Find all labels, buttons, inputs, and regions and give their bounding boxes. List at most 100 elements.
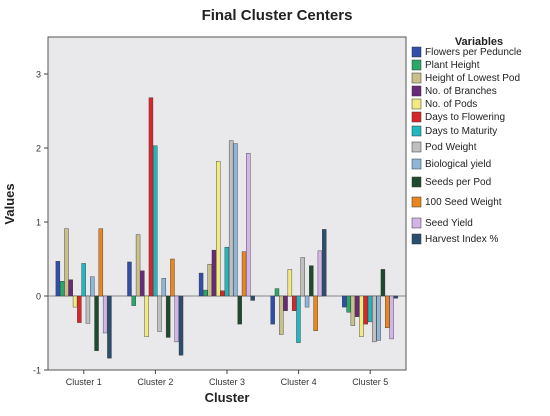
bar-flowers-per-peduncle-cluster-1: [55, 261, 61, 297]
bar-pod-weight-cluster-4: [300, 257, 305, 297]
legend-swatch-days-to-flowering: [411, 111, 422, 123]
legend-swatch-biological-yield: [411, 158, 422, 170]
bar-seeds-per-pod-cluster-2: [165, 295, 171, 338]
legend-label-no-of-branches: No. of Branches: [425, 86, 497, 97]
bar-harvest-index-cluster-5: [393, 295, 399, 299]
bar-days-to-maturity-cluster-4: [296, 295, 301, 343]
legend-swatch-harvest-index: [411, 233, 422, 245]
bar-plant-height-cluster-3: [203, 289, 208, 297]
legend-label-days-to-maturity: Days to Maturity: [425, 126, 497, 137]
legend-label-pod-weight: Pod Weight: [425, 142, 477, 153]
bar-no-of-pods-cluster-2: [144, 295, 149, 337]
bar-seed-yield-cluster-4: [317, 250, 323, 297]
bar-no-of-pods-cluster-4: [287, 269, 293, 297]
x-tick-label-cluster-1: Cluster 1: [66, 377, 102, 387]
bar-100-seed-weight-cluster-3: [241, 251, 247, 297]
y-axis: -1 0 1 2 3: [33, 70, 48, 376]
bar-plant-height-cluster-4: [274, 288, 280, 297]
bar-harvest-index-cluster-2: [178, 295, 184, 356]
legend-swatch-height-of-lowest-pod: [411, 72, 422, 84]
legend-swatch-plant-height: [411, 59, 422, 71]
y-tick-label: 0: [36, 292, 41, 302]
bar-flowers-per-peduncle-cluster-2: [127, 261, 132, 297]
legend-label-100-seed-weight: 100 Seed Weight: [425, 197, 502, 208]
legend-swatch-no-of-pods: [411, 98, 422, 110]
bar-seed-yield-cluster-2: [174, 295, 179, 343]
legend: Variables Flowers per Peduncle Plant Heig…: [411, 36, 522, 245]
bar-no-of-branches-cluster-5: [354, 295, 360, 317]
bar-no-of-branches-cluster-2: [140, 270, 145, 297]
bar-100-seed-weight-cluster-5: [385, 295, 390, 329]
y-axis-label: Values: [2, 183, 17, 224]
y-tick-label: 2: [36, 144, 41, 154]
bar-plant-height-cluster-5: [346, 295, 351, 313]
legend-label-height-of-lowest-pod: Height of Lowest Pod: [425, 73, 520, 84]
legend-swatch-no-of-branches: [411, 85, 422, 97]
bar-no-of-pods-cluster-5: [359, 295, 364, 337]
bar-seeds-per-pod-cluster-1: [94, 295, 99, 351]
bar-seeds-per-pod-cluster-4: [309, 265, 314, 297]
bar-days-to-flowering-cluster-5: [363, 295, 368, 325]
bar-no-of-branches-cluster-3: [211, 249, 217, 297]
bar-height-of-lowest-pod-cluster-2: [135, 234, 141, 297]
x-tick-label-cluster-5: Cluster 5: [352, 377, 388, 387]
bar-100-seed-weight-cluster-1: [98, 228, 104, 297]
chart-title: Final Cluster Centers: [202, 7, 353, 24]
bar-biological-yield-cluster-5: [376, 295, 381, 341]
bar-seed-yield-cluster-5: [389, 295, 394, 340]
bar-height-of-lowest-pod-cluster-3: [207, 263, 212, 297]
bar-harvest-index-cluster-3: [250, 295, 255, 301]
bar-harvest-index-cluster-1: [107, 295, 112, 359]
legend-label-seed-yield: Seed Yield: [425, 218, 473, 229]
bar-days-to-maturity-cluster-1: [81, 263, 86, 297]
bar-no-of-branches-cluster-1: [68, 279, 73, 297]
legend-label-flowers-per-peduncle: Flowers per Peduncle: [425, 47, 522, 58]
bar-no-of-pods-cluster-1: [72, 295, 78, 308]
bar-days-to-flowering-cluster-2: [148, 97, 154, 297]
bar-days-to-maturity-cluster-3: [224, 246, 230, 297]
bar-height-of-lowest-pod-cluster-1: [64, 228, 69, 297]
bar-seed-yield-cluster-3: [246, 152, 251, 297]
bar-days-to-flowering-cluster-1: [77, 295, 82, 323]
x-axis-label: Cluster: [205, 390, 250, 405]
legend-label-harvest-index: Harvest Index %: [425, 234, 498, 245]
bar-seeds-per-pod-cluster-5: [380, 269, 386, 297]
legend-swatch-flowers-per-peduncle: [411, 46, 422, 58]
legend-label-plant-height: Plant Height: [425, 60, 480, 71]
legend-swatch-seeds-per-pod: [411, 176, 422, 188]
bar-pod-weight-cluster-3: [228, 140, 234, 297]
bar-flowers-per-peduncle-cluster-5: [342, 295, 347, 308]
bar-pod-weight-cluster-1: [85, 295, 91, 324]
x-tick-label-cluster-2: Cluster 2: [137, 377, 173, 387]
bar-no-of-pods-cluster-3: [216, 161, 221, 297]
bar-biological-yield-cluster-2: [161, 278, 167, 297]
bar-days-to-flowering-cluster-3: [220, 290, 225, 297]
bar-height-of-lowest-pod-cluster-5: [350, 295, 356, 326]
x-tick-label-cluster-3: Cluster 3: [209, 377, 245, 387]
bar-plant-height-cluster-2: [131, 295, 136, 306]
legend-swatch-pod-weight: [411, 141, 422, 153]
bar-flowers-per-peduncle-cluster-3: [198, 272, 204, 297]
legend-title: Variables: [455, 36, 503, 48]
legend-label-biological-yield: Biological yield: [425, 159, 491, 170]
bar-pod-weight-cluster-5: [372, 295, 377, 343]
legend-swatch-days-to-maturity: [411, 125, 422, 137]
bar-days-to-maturity-cluster-2: [153, 145, 158, 297]
bar-biological-yield-cluster-4: [304, 295, 310, 308]
y-tick-label: -1: [33, 366, 41, 376]
bar-biological-yield-cluster-1: [90, 276, 95, 297]
bar-plant-height-cluster-1: [59, 281, 65, 297]
legend-label-seeds-per-pod: Seeds per Pod: [425, 177, 491, 188]
bar-harvest-index-cluster-4: [322, 229, 327, 297]
bar-days-to-flowering-cluster-4: [291, 295, 297, 312]
legend-label-days-to-flowering: Days to Flowering: [425, 112, 505, 123]
bar-days-to-maturity-cluster-5: [367, 295, 373, 323]
y-tick-label: 1: [36, 218, 41, 228]
bar-100-seed-weight-cluster-4: [313, 295, 318, 331]
x-axis: Cluster 1 Cluster 2 Cluster 3 Cluster 4 Clus…: [66, 370, 388, 387]
bar-no-of-branches-cluster-4: [283, 295, 288, 312]
y-tick-label: 3: [36, 70, 41, 80]
bar-100-seed-weight-cluster-2: [170, 258, 175, 297]
legend-swatch-seed-yield: [411, 217, 422, 229]
